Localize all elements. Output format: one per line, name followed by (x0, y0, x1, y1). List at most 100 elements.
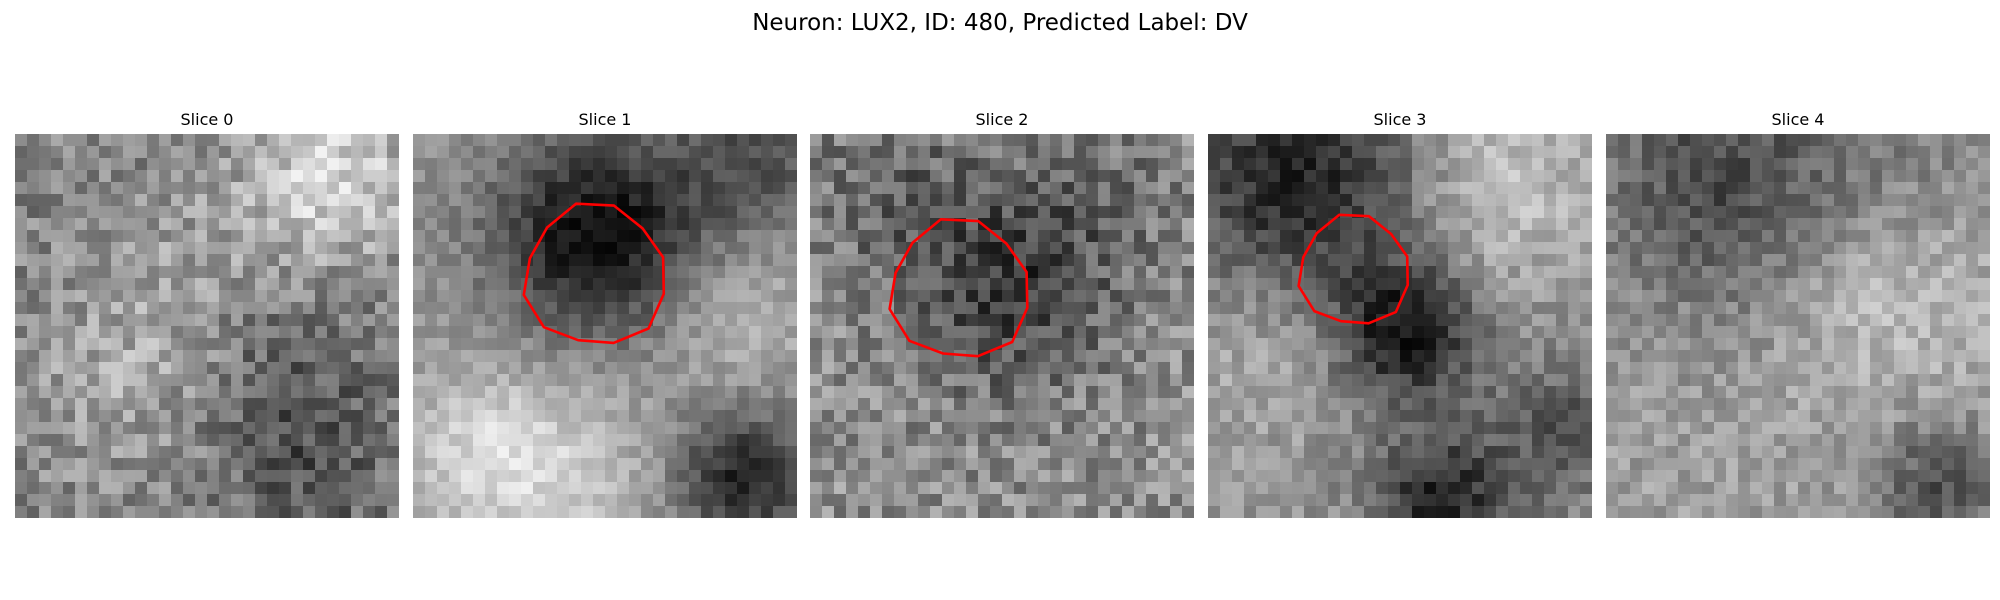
image-pixel (665, 458, 678, 471)
image-pixel (701, 362, 714, 375)
image-pixel (1400, 470, 1413, 483)
image-pixel (449, 242, 462, 255)
image-pixel (1098, 446, 1111, 459)
image-pixel (605, 314, 618, 327)
image-pixel (1870, 314, 1883, 327)
image-pixel (605, 482, 618, 495)
image-pixel (882, 386, 895, 399)
image-pixel (339, 134, 352, 147)
image-pixel (870, 302, 883, 315)
image-pixel (123, 494, 136, 507)
image-pixel (653, 194, 666, 207)
image-pixel (1906, 206, 1919, 219)
image-pixel (497, 206, 510, 219)
image-pixel (1050, 350, 1063, 363)
image-pixel (159, 182, 172, 195)
image-pixel (533, 446, 546, 459)
image-pixel (1244, 386, 1257, 399)
image-pixel (1508, 374, 1521, 387)
image-pixel (375, 146, 388, 159)
image-pixel (183, 206, 196, 219)
image-pixel (1256, 302, 1269, 315)
image-pixel (846, 458, 859, 471)
image-pixel (810, 278, 823, 291)
image-pixel (1074, 350, 1087, 363)
image-pixel (123, 158, 136, 171)
image-pixel (1388, 314, 1401, 327)
image-pixel (461, 206, 474, 219)
image-pixel (1702, 326, 1715, 339)
image-pixel (954, 434, 967, 447)
image-pixel (327, 374, 340, 387)
image-pixel (1436, 386, 1449, 399)
image-pixel (375, 506, 388, 518)
image-pixel (1256, 482, 1269, 495)
image-pixel (1170, 326, 1183, 339)
image-pixel (1122, 338, 1135, 351)
image-pixel (449, 290, 462, 303)
image-pixel (1954, 422, 1967, 435)
image-pixel (1400, 134, 1413, 147)
image-pixel (1158, 230, 1171, 243)
image-pixel (1568, 206, 1581, 219)
image-pixel (1484, 266, 1497, 279)
image-pixel (425, 266, 438, 279)
image-pixel (1858, 170, 1871, 183)
image-pixel (822, 266, 835, 279)
image-pixel (1630, 194, 1643, 207)
image-pixel (473, 434, 486, 447)
image-pixel (942, 314, 955, 327)
image-pixel (1232, 338, 1245, 351)
image-pixel (1208, 434, 1221, 447)
image-pixel (267, 146, 280, 159)
image-pixel (195, 458, 208, 471)
image-pixel (1484, 422, 1497, 435)
image-pixel (15, 278, 28, 291)
image-pixel (1412, 506, 1425, 518)
image-pixel (1062, 326, 1075, 339)
image-pixel (942, 494, 955, 507)
image-pixel (1014, 290, 1027, 303)
image-pixel (1086, 242, 1099, 255)
image-pixel (231, 494, 244, 507)
image-pixel (1424, 422, 1437, 435)
image-pixel (449, 410, 462, 423)
image-pixel (1002, 470, 1015, 483)
image-pixel (147, 266, 160, 279)
image-pixel (1400, 158, 1413, 171)
image-pixel (315, 422, 328, 435)
image-pixel (1328, 362, 1341, 375)
image-pixel (954, 206, 967, 219)
image-pixel (195, 278, 208, 291)
image-pixel (521, 314, 534, 327)
image-pixel (1810, 338, 1823, 351)
image-pixel (1280, 506, 1293, 518)
image-pixel (701, 302, 714, 315)
image-pixel (485, 254, 498, 267)
image-pixel (243, 350, 256, 363)
image-pixel (1340, 506, 1353, 518)
image-pixel (135, 362, 148, 375)
image-pixel (1328, 302, 1341, 315)
image-pixel (1834, 422, 1847, 435)
image-pixel (279, 146, 292, 159)
image-pixel (810, 290, 823, 303)
image-pixel (39, 302, 52, 315)
image-pixel (834, 326, 847, 339)
image-pixel (581, 314, 594, 327)
image-pixel (75, 374, 88, 387)
image-pixel (437, 410, 450, 423)
image-pixel (713, 134, 726, 147)
image-pixel (51, 350, 64, 363)
image-pixel (882, 458, 895, 471)
image-pixel (1726, 302, 1739, 315)
image-pixel (425, 398, 438, 411)
image-pixel (677, 314, 690, 327)
image-pixel (870, 230, 883, 243)
image-pixel (437, 218, 450, 231)
image-pixel (545, 194, 558, 207)
image-pixel (147, 170, 160, 183)
image-pixel (1654, 194, 1667, 207)
image-pixel (1690, 314, 1703, 327)
image-pixel (978, 506, 991, 518)
